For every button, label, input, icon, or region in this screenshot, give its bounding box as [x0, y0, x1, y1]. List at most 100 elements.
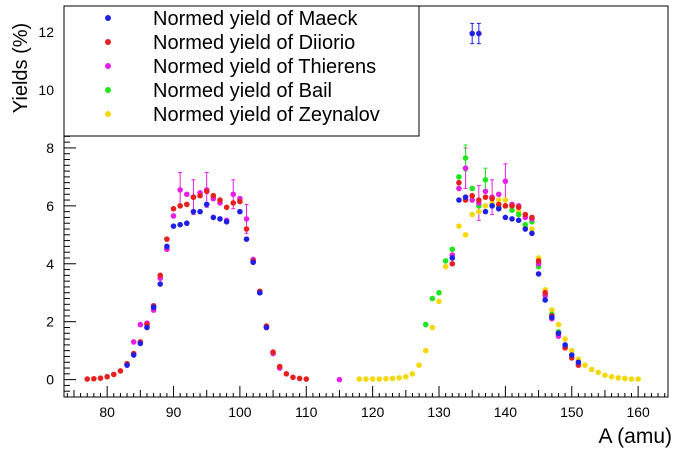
data-point: [177, 203, 183, 209]
data-point: [495, 191, 502, 198]
data-point: [482, 176, 489, 183]
x-tick-label: 130: [427, 404, 451, 420]
data-point: [270, 349, 276, 355]
data-point: [482, 188, 489, 195]
data-point: [237, 208, 243, 215]
data-point: [243, 216, 250, 222]
data-point: [436, 298, 442, 305]
data-point: [495, 201, 502, 208]
data-point: [183, 220, 190, 227]
data-points: [84, 30, 641, 383]
data-point: [535, 258, 542, 264]
data-point: [276, 363, 283, 370]
y-axis-label: Yields (%): [10, 23, 32, 113]
data-point: [469, 30, 475, 37]
data-point: [515, 211, 522, 218]
data-point: [416, 362, 422, 368]
data-point: [97, 375, 104, 381]
data-point: [442, 258, 449, 264]
data-point: [535, 271, 542, 277]
data-point: [476, 30, 482, 37]
y-tick-label: 4: [46, 256, 54, 272]
data-point: [509, 203, 515, 209]
x-tick-label: 120: [361, 404, 385, 420]
data-point: [476, 208, 482, 215]
data-point: [456, 197, 462, 203]
data-point: [223, 218, 230, 225]
data-point: [369, 376, 376, 382]
data-point: [257, 289, 263, 296]
data-point: [124, 362, 130, 368]
data-point: [203, 201, 210, 208]
data-point: [170, 205, 177, 212]
data-point: [522, 211, 529, 218]
data-point: [243, 226, 250, 232]
data-point: [469, 192, 475, 199]
x-axis-ticks: 80 90 100 110 120 130 140 150 160: [66, 386, 666, 420]
data-point: [595, 369, 602, 376]
legend-label: Normed yield of Bail: [153, 80, 332, 102]
data-point: [542, 297, 549, 303]
data-point: [422, 347, 429, 354]
data-point: [462, 232, 469, 238]
data-point: [403, 373, 409, 380]
data-point: [509, 207, 515, 213]
data-point: [183, 201, 190, 208]
data-point: [363, 376, 369, 382]
data-point: [482, 203, 489, 209]
data-point: [482, 208, 489, 215]
data-point: [183, 191, 190, 198]
data-point: [290, 374, 296, 381]
legend-marker: [105, 15, 111, 21]
data-point: [396, 375, 402, 381]
data-point: [84, 376, 91, 382]
data-point: [449, 260, 456, 267]
data-point: [223, 204, 230, 211]
legend-marker: [105, 39, 111, 45]
data-point: [210, 214, 217, 221]
data-point: [456, 223, 462, 229]
data-point: [476, 197, 482, 203]
data-point: [117, 368, 124, 374]
data-point: [130, 339, 137, 345]
data-point: [376, 376, 383, 382]
data-point: [489, 203, 495, 209]
data-point: [104, 373, 110, 380]
data-point: [615, 375, 622, 381]
data-point: [164, 243, 170, 250]
x-tick-label: 150: [560, 404, 584, 420]
data-point: [562, 336, 568, 342]
data-point: [336, 376, 343, 383]
y-tick-label: 10: [38, 82, 54, 98]
data-point: [456, 174, 462, 180]
data-point: [588, 366, 595, 373]
data-point: [383, 375, 389, 382]
data-point: [549, 307, 555, 313]
x-tick-label: 100: [228, 404, 252, 420]
x-tick-label: 110: [295, 404, 318, 420]
y-tick-label: 12: [38, 24, 54, 40]
legend-marker: [105, 63, 111, 69]
data-point: [529, 214, 535, 221]
data-point: [456, 179, 462, 186]
data-point: [429, 295, 436, 302]
data-point: [449, 246, 456, 253]
x-tick-label: 80: [99, 404, 115, 420]
data-point: [197, 208, 203, 215]
x-axis-label: A (amu): [598, 425, 672, 448]
data-point: [568, 352, 575, 358]
data-point: [157, 272, 164, 279]
legend-label: Normed yield of Thierens: [153, 56, 376, 78]
y-tick-label: 6: [46, 198, 54, 214]
data-point: [91, 375, 97, 382]
data-point: [130, 352, 137, 358]
legend-label: Normed yield of Maeck: [153, 8, 359, 30]
data-point: [568, 347, 575, 354]
legend-box: [63, 5, 420, 137]
legend-marker: [105, 111, 111, 117]
data-point: [217, 197, 223, 203]
data-point: [177, 221, 183, 228]
data-point: [137, 340, 144, 347]
data-point: [389, 375, 396, 382]
data-point: [522, 226, 529, 232]
